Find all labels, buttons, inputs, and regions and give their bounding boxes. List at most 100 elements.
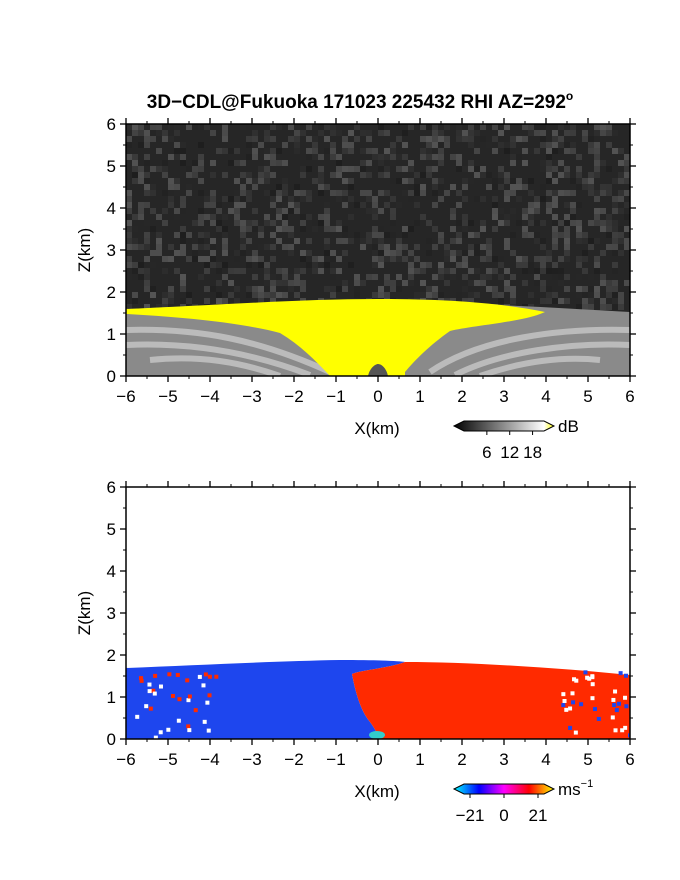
noise-cell xyxy=(390,214,396,220)
noise-cell xyxy=(378,208,384,214)
noise-cell xyxy=(468,178,474,184)
velocity-speckle-cell xyxy=(147,682,152,687)
noise-cell xyxy=(384,190,390,196)
noise-cell xyxy=(240,232,246,238)
backscatter-axes: −6 −5 −4 −3 −2 −1 0 1 2 3 4 5 6 0 1 2 3 4 5 6 xyxy=(107,115,636,406)
noise-cell xyxy=(576,220,582,226)
noise-cell xyxy=(588,190,594,196)
noise-cell xyxy=(138,178,144,184)
noise-cell xyxy=(468,124,474,130)
noise-cell xyxy=(258,232,264,238)
noise-cell xyxy=(576,154,582,160)
noise-cell xyxy=(588,136,594,142)
velocity-colorbar-unit-sup: −1 xyxy=(581,778,594,790)
noise-cell xyxy=(264,220,270,226)
velocity-ytick-label: 2 xyxy=(107,646,116,665)
noise-cell xyxy=(426,286,432,292)
backscatter-ytick-label: 1 xyxy=(107,325,116,344)
noise-cell xyxy=(222,232,228,238)
noise-cell xyxy=(360,172,366,178)
noise-cell xyxy=(504,172,510,178)
noise-cell xyxy=(564,124,570,130)
noise-cell xyxy=(264,184,270,190)
noise-cell xyxy=(534,280,540,286)
velocity-colorbar-unit-base: ms xyxy=(558,780,581,799)
noise-cell xyxy=(402,154,408,160)
noise-cell xyxy=(456,190,462,196)
noise-cell xyxy=(438,142,444,148)
noise-cell xyxy=(360,280,366,286)
noise-cell xyxy=(210,250,216,256)
noise-cell xyxy=(228,250,234,256)
noise-cell xyxy=(594,256,600,262)
noise-cell xyxy=(480,298,486,304)
noise-cell xyxy=(450,256,456,262)
noise-cell xyxy=(264,148,270,154)
noise-cell xyxy=(588,238,594,244)
noise-cell xyxy=(414,184,420,190)
noise-cell xyxy=(300,286,306,292)
noise-cell xyxy=(222,250,228,256)
noise-cell xyxy=(204,262,210,268)
noise-cell xyxy=(372,148,378,154)
noise-cell xyxy=(462,196,468,202)
noise-cell xyxy=(168,202,174,208)
noise-cell xyxy=(390,286,396,292)
noise-cell xyxy=(528,208,534,214)
noise-cell xyxy=(348,130,354,136)
noise-cell xyxy=(162,136,168,142)
noise-cell xyxy=(600,190,606,196)
noise-cell xyxy=(234,298,240,304)
noise-cell xyxy=(534,274,540,280)
noise-cell xyxy=(150,166,156,172)
noise-cell xyxy=(468,244,474,250)
velocity-speckle-cell xyxy=(596,716,601,721)
noise-cell xyxy=(360,166,366,172)
noise-cell xyxy=(474,130,480,136)
noise-cell xyxy=(612,268,618,274)
noise-cell xyxy=(612,304,618,310)
noise-cell xyxy=(618,232,624,238)
noise-cell xyxy=(264,226,270,232)
noise-cell xyxy=(180,202,186,208)
noise-cell xyxy=(174,268,180,274)
noise-cell xyxy=(126,244,132,250)
noise-cell xyxy=(594,154,600,160)
noise-cell xyxy=(594,238,600,244)
noise-cell xyxy=(504,148,510,154)
noise-cell xyxy=(396,136,402,142)
noise-cell xyxy=(246,292,252,298)
noise-cell xyxy=(432,226,438,232)
noise-cell xyxy=(450,154,456,160)
noise-cell xyxy=(618,298,624,304)
velocity-speckle-cell xyxy=(185,678,190,683)
noise-cell xyxy=(534,196,540,202)
noise-cell xyxy=(294,202,300,208)
noise-cell xyxy=(612,178,618,184)
noise-cell xyxy=(126,220,132,226)
backscatter-colorbar: dB 6 12 18 xyxy=(452,417,579,462)
noise-cell xyxy=(390,280,396,286)
noise-cell xyxy=(180,250,186,256)
noise-cell xyxy=(438,160,444,166)
noise-cell xyxy=(594,142,600,148)
velocity-speckle-cell xyxy=(610,715,615,720)
noise-cell xyxy=(198,244,204,250)
noise-cell xyxy=(144,184,150,190)
noise-cell xyxy=(240,196,246,202)
backscatter-xtick-label: 5 xyxy=(583,387,592,406)
noise-cell xyxy=(624,202,630,208)
noise-cell xyxy=(594,262,600,268)
noise-cell xyxy=(210,202,216,208)
noise-cell xyxy=(234,190,240,196)
noise-cell xyxy=(324,124,330,130)
noise-cell xyxy=(282,184,288,190)
noise-cell xyxy=(462,178,468,184)
noise-cell xyxy=(204,196,210,202)
noise-cell xyxy=(222,196,228,202)
noise-cell xyxy=(450,268,456,274)
noise-cell xyxy=(450,184,456,190)
noise-cell xyxy=(528,148,534,154)
noise-cell xyxy=(174,214,180,220)
noise-cell xyxy=(420,190,426,196)
